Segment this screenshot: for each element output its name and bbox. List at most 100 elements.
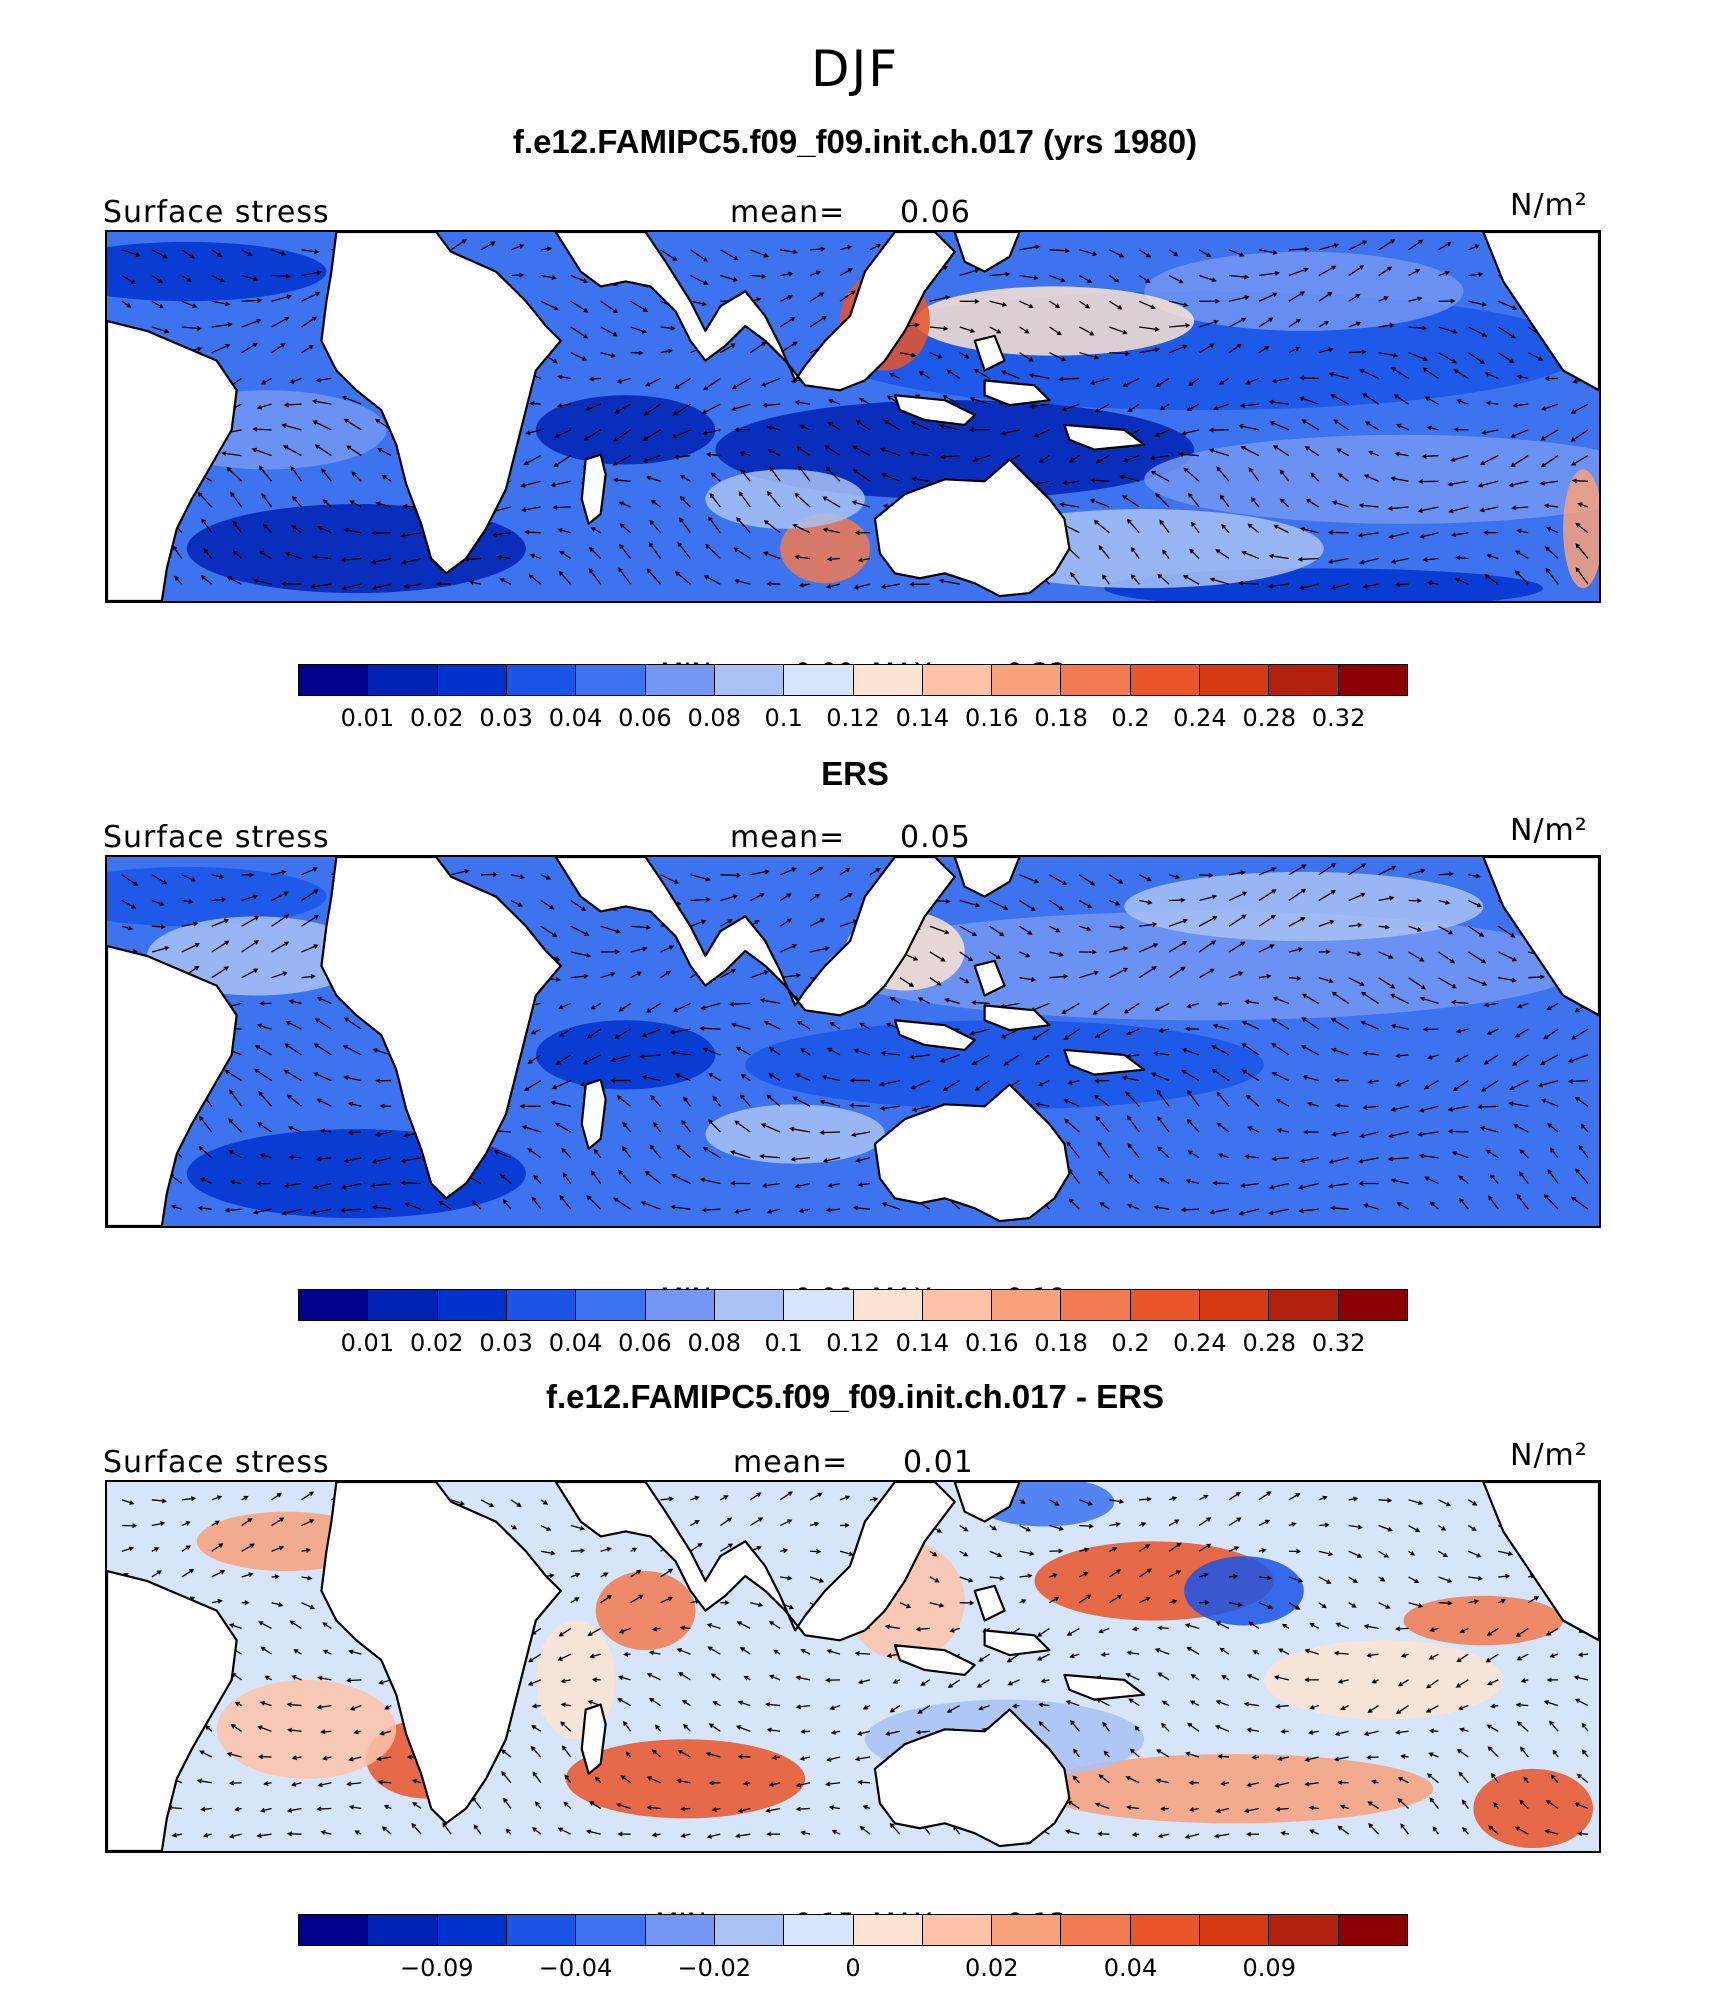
land-mass [893, 1644, 976, 1676]
land-mass [320, 857, 562, 1200]
colorbar-tick-label: 0.04 [548, 704, 603, 732]
land-mass [1482, 232, 1599, 392]
panel3-units: N/m² [1510, 1438, 1588, 1473]
panel3-colorbar-ticks: −0.09 −0.04 −0.02 0 0.02 0.04 0.09 [0, 1954, 1710, 1986]
panel1-variable-label: Surface stress [103, 195, 330, 230]
colorbar-swatch [992, 665, 1062, 695]
colorbar-swatch [299, 1915, 369, 1945]
colorbar-swatch [1061, 1915, 1131, 1945]
colorbar-tick-label: 0.32 [1311, 1329, 1366, 1357]
land-mass [107, 319, 238, 601]
colorbar-swatch [576, 1290, 646, 1320]
colorbar-swatch [853, 1915, 923, 1945]
colorbar-tick-label: 0.02 [410, 1329, 464, 1357]
colorbar-swatch [922, 1290, 993, 1320]
field-contour [535, 1020, 716, 1090]
land-mass [580, 453, 607, 525]
colorbar-swatch [368, 1915, 438, 1945]
land-mass [953, 1482, 1021, 1523]
panel2-mean-label: mean= [730, 820, 846, 855]
colorbar-swatch [1338, 1290, 1407, 1320]
colorbar-tick-label: 0.03 [479, 704, 533, 732]
land-mass [983, 1629, 1051, 1657]
colorbar-tick-label: 0.12 [826, 1329, 880, 1357]
field-contour [1473, 1768, 1594, 1849]
land-mass [1063, 1673, 1146, 1701]
land-mass [1063, 1048, 1146, 1076]
colorbar-tick-label: 0.02 [410, 704, 464, 732]
colorbar-tick-label: 0.09 [1242, 1954, 1296, 1982]
panel1-title: f.e12.FAMIPC5.f09_f09.init.ch.017 (yrs 1… [512, 123, 1198, 160]
colorbar-swatch [992, 1290, 1062, 1320]
field-contour [1403, 1595, 1564, 1646]
panel2-title: ERS [821, 755, 889, 792]
colorbar-swatch [299, 665, 369, 695]
colorbar-swatch [506, 1290, 577, 1320]
colorbar-tick-label: 0.2 [1111, 704, 1150, 732]
colorbar-swatch [714, 1290, 785, 1320]
colorbar-swatch [645, 1290, 715, 1320]
colorbar-tick-label: 0.32 [1311, 704, 1366, 732]
colorbar-swatch [1269, 1290, 1339, 1320]
colorbar-swatch [576, 1915, 646, 1945]
colorbar-swatch [1269, 1915, 1339, 1945]
field-contour [216, 1679, 397, 1779]
colorbar-swatch [437, 1915, 507, 1945]
colorbar-swatch [784, 665, 854, 695]
field-contour [1144, 434, 1599, 524]
colorbar-swatch [784, 1915, 854, 1945]
colorbar-swatch [1130, 1290, 1201, 1320]
colorbar-swatch [1061, 1290, 1131, 1320]
colorbar-tick-label: 0.06 [618, 704, 672, 732]
field-contour [1124, 871, 1484, 942]
field-contour [1034, 1754, 1434, 1824]
colorbar-tick-label: 0.16 [965, 1329, 1019, 1357]
panel2-colorbar [298, 1289, 1408, 1321]
colorbar-tick-label: 0.01 [340, 704, 395, 732]
panel3-map [105, 1480, 1601, 1853]
colorbar-tick-label: 0.18 [1034, 1329, 1088, 1357]
panel1-map [105, 230, 1601, 603]
colorbar-swatch [853, 1290, 923, 1320]
field-contour [146, 916, 367, 996]
colorbar-swatch [368, 665, 438, 695]
field-contour [107, 866, 327, 927]
land-mass [320, 1482, 562, 1825]
land-mass [320, 232, 562, 575]
colorbar-swatch [1269, 665, 1339, 695]
field-contour [535, 395, 716, 465]
panel3-mean-label: mean= [733, 1445, 849, 1480]
land-mass [554, 857, 956, 1017]
season-title: DJF [810, 40, 899, 98]
land-mass [580, 1703, 607, 1775]
field-contour [1263, 1640, 1504, 1720]
colorbar-swatch [853, 665, 923, 695]
field-contour [565, 1739, 806, 1819]
land-mass [873, 1083, 1071, 1223]
panel2-variable-label: Surface stress [103, 820, 330, 855]
land-mass [953, 857, 1021, 898]
colorbar-swatch [299, 1290, 369, 1320]
land-mass [983, 1004, 1051, 1032]
land-mass [107, 944, 238, 1226]
land-mass [107, 1569, 238, 1851]
panel3-title: f.e12.FAMIPC5.f09_f09.init.ch.017 - ERS [545, 1378, 1165, 1415]
colorbar-swatch [437, 1290, 507, 1320]
colorbar-swatch [1200, 1915, 1270, 1945]
land-mass [1063, 423, 1146, 451]
colorbar-tick-label: 0.1 [764, 704, 803, 732]
colorbar-swatch [1200, 665, 1270, 695]
colorbar-tick-label: 0.14 [895, 704, 950, 732]
colorbar-tick-label: −0.09 [399, 1954, 474, 1982]
colorbar-swatch [922, 665, 993, 695]
field-contour [825, 911, 1584, 1021]
colorbar-tick-label: 0.08 [687, 1329, 741, 1357]
colorbar-tick-label: 0.04 [548, 1329, 603, 1357]
panel3-variable-label: Surface stress [103, 1445, 330, 1480]
colorbar-swatch [645, 1915, 715, 1945]
field-contour [705, 469, 865, 529]
colorbar-tick-label: 0.2 [1111, 1329, 1150, 1357]
colorbar-swatch [1061, 665, 1131, 695]
land-mass [873, 1708, 1071, 1848]
colorbar-swatch [714, 1915, 785, 1945]
